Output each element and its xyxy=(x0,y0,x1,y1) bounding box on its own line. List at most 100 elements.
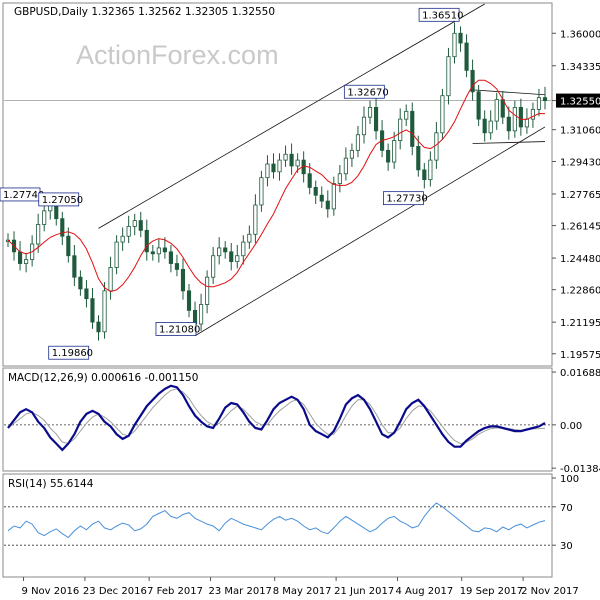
candle-body xyxy=(168,251,173,264)
x-tick-label: 8 May 2017 xyxy=(273,586,332,597)
candle-body xyxy=(199,304,204,325)
candle-body xyxy=(337,173,342,184)
price-annotation-label: 1.32670 xyxy=(347,87,388,98)
candle-body xyxy=(470,69,475,93)
candle-body xyxy=(102,290,107,333)
candle-body xyxy=(186,290,192,311)
current-price-badge xyxy=(556,93,600,108)
candle-body xyxy=(319,194,324,202)
macd-tick-label: -0.013848 xyxy=(560,464,600,475)
price-annotation-box xyxy=(418,7,460,22)
x-tick-label: 23 Dec 2016 xyxy=(83,586,147,597)
price-annotation-box xyxy=(38,192,80,207)
candle-body xyxy=(482,118,487,134)
candle-body xyxy=(66,235,71,257)
candle-body xyxy=(343,157,348,175)
price-tick-label: 1.21195 xyxy=(560,318,600,329)
candle-body xyxy=(96,321,101,333)
rsi-tick-label: 70 xyxy=(560,503,573,514)
price-tick-label: 1.22860 xyxy=(560,286,600,297)
price-annotation-label: 1.27740 xyxy=(3,190,44,201)
candle-body xyxy=(192,309,198,325)
candle-body xyxy=(530,108,536,120)
price-annotation-box xyxy=(48,345,90,360)
candle-body xyxy=(180,268,186,292)
price-tick-label: 1.34335 xyxy=(560,62,600,73)
candle-body xyxy=(144,229,149,253)
watermark: ActionForex.com xyxy=(76,40,279,70)
price-annotation-label: 1.27050 xyxy=(42,195,83,206)
x-tick-label: 2 Nov 2017 xyxy=(521,586,579,597)
candle-body xyxy=(60,218,65,237)
candle-body xyxy=(283,153,288,161)
candle-body xyxy=(132,220,137,227)
candle-body xyxy=(174,263,180,270)
candle-body xyxy=(434,132,439,161)
candle-body xyxy=(265,163,270,179)
candle-body xyxy=(295,159,300,167)
candle-body xyxy=(422,169,427,181)
x-tick-label: 9 Nov 2016 xyxy=(22,586,80,597)
candle-body xyxy=(205,276,210,305)
candle-body xyxy=(36,224,41,245)
price-tick-label: 1.36000 xyxy=(560,29,600,40)
candle-body xyxy=(325,200,330,210)
channel-upper-line xyxy=(98,3,485,229)
candle-body xyxy=(313,187,318,196)
candle-body xyxy=(458,32,463,44)
candle-body xyxy=(90,298,95,323)
candle-body xyxy=(235,255,240,262)
moving-average-line xyxy=(7,79,546,293)
channel-lower-line xyxy=(194,126,546,337)
rsi-tick-label: 30 xyxy=(560,541,573,552)
candle-body xyxy=(223,247,228,253)
candle-body xyxy=(452,32,457,58)
candle-body xyxy=(392,140,397,163)
candle-body xyxy=(120,235,125,243)
price-annotation-label: 1.36510 xyxy=(422,10,463,21)
candle-body xyxy=(361,116,367,136)
candle-body xyxy=(54,204,59,220)
rsi-panel xyxy=(2,473,553,578)
triangle-upper-line xyxy=(472,89,546,96)
macd-header: MACD(12,26,9) 0.000616 -0.001150 xyxy=(8,372,198,384)
candle-body xyxy=(217,247,222,257)
candle-body xyxy=(386,149,391,163)
price-tick-label: 1.27765 xyxy=(560,190,600,201)
candle-body xyxy=(373,107,379,132)
candle-body xyxy=(398,118,403,141)
candle-body xyxy=(428,159,433,181)
candle-body xyxy=(211,255,216,278)
candle-body xyxy=(156,247,161,255)
price-tick-label: 1.19575 xyxy=(560,350,600,361)
candle-body xyxy=(506,116,511,132)
candle-body xyxy=(464,42,469,71)
candle-body xyxy=(331,183,336,210)
candle-body xyxy=(355,134,361,151)
candle-body xyxy=(162,247,167,253)
x-tick-label: 4 Aug 2017 xyxy=(396,586,454,597)
x-tick-label: 19 Sep 2017 xyxy=(460,586,523,597)
candle-body xyxy=(241,241,246,257)
price-annotation-label: 1.27730 xyxy=(386,194,427,205)
current-price-label: 1.32550 xyxy=(560,97,600,108)
price-tick-label: 1.29430 xyxy=(560,157,600,168)
price-tick-label: 1.31060 xyxy=(560,126,600,137)
candle-body xyxy=(84,288,89,300)
price-header: GBPUSD,Daily 1.32365 1.32562 1.32305 1.3… xyxy=(14,6,275,18)
candle-body xyxy=(410,110,415,147)
candle-body xyxy=(150,251,155,255)
x-tick-label: 23 Mar 2017 xyxy=(209,586,272,597)
candle-body xyxy=(78,276,83,290)
candle-body xyxy=(440,95,445,134)
price-annotation-box xyxy=(383,191,424,206)
candle-body xyxy=(476,91,481,120)
candle-body xyxy=(42,210,47,225)
candle-body xyxy=(494,99,499,122)
triangle-lower-line xyxy=(472,141,546,144)
candle-body xyxy=(446,56,451,97)
macd-tick-label: 0.00 xyxy=(560,421,582,432)
candle-body xyxy=(126,226,131,237)
macd-tick-label: 0.016886 xyxy=(560,368,600,379)
